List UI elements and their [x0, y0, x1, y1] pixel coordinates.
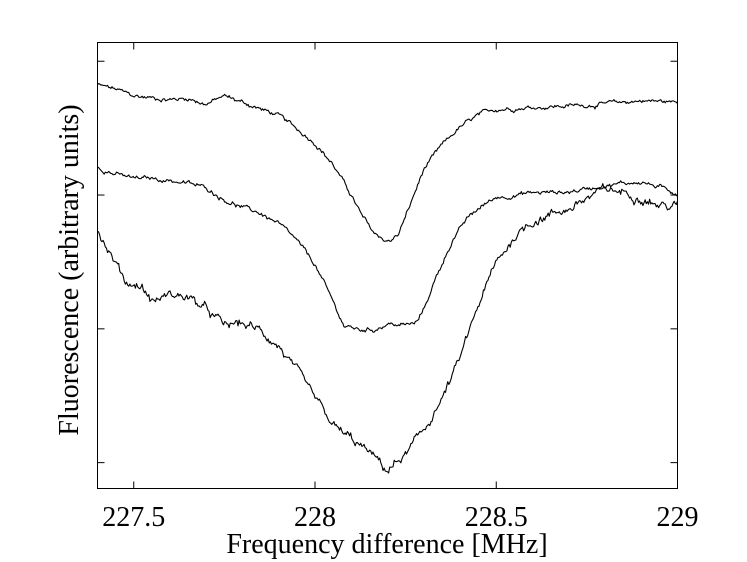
x-tick-label: 227.5 — [102, 502, 165, 533]
x-tick-labels: 227.5 228 228.5 229 — [102, 502, 698, 533]
axis-ticks — [97, 42, 678, 489]
x-axis-label: Frequency difference [MHz] — [226, 529, 547, 560]
x-tick-label: 229 — [657, 502, 699, 533]
trace-1 — [97, 83, 678, 242]
data-traces — [97, 83, 679, 474]
trace-2 — [97, 166, 678, 333]
trace-3 — [97, 183, 679, 474]
x-tick-label: 228.5 — [465, 502, 528, 533]
plot-frame — [97, 42, 678, 489]
x-tick-label: 228 — [294, 502, 336, 533]
y-axis-label: Fluorescence (arbitrary units) — [54, 104, 85, 435]
